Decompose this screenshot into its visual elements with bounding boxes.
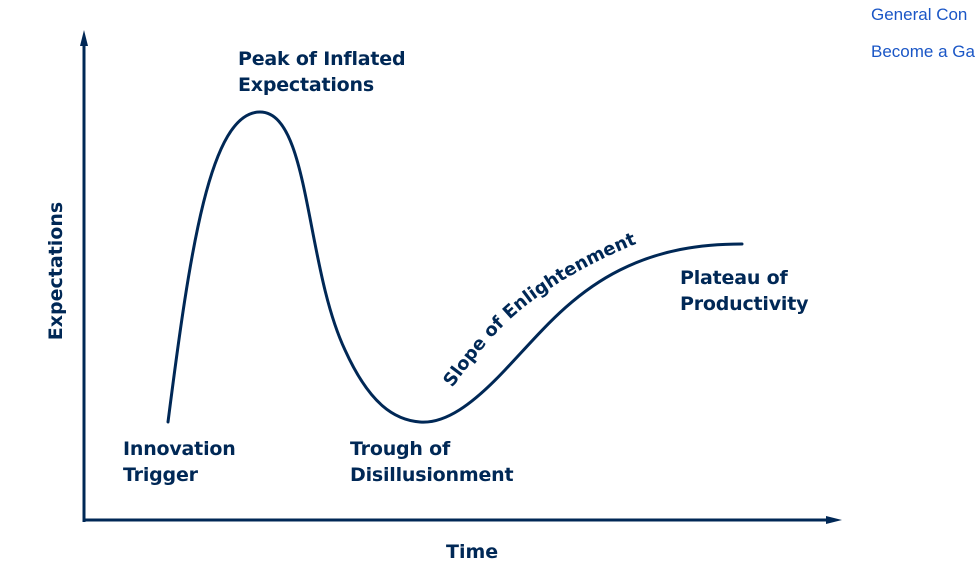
x-axis-label: Time (446, 541, 499, 563)
side-link-general-conference[interactable]: General Con (871, 5, 968, 24)
x-axis-arrowhead (826, 516, 842, 524)
trough-label-line-2: Disillusionment (350, 464, 514, 486)
plateau-label-line-1: Plateau of (680, 267, 788, 289)
trough-label-line-1: Trough of (350, 438, 451, 460)
hype-curve (166, 110, 744, 424)
peak-label-line-1: Peak of Inflated (238, 48, 406, 70)
peak-label-line-2: Expectations (238, 74, 374, 96)
slope-label-text: Slope of Enlightenment (439, 229, 639, 391)
innovation-label-line-2: Trigger (123, 464, 198, 486)
trough-of-disillusionment-label: Trough of Disillusionment (350, 436, 514, 488)
slope-of-enlightenment-label: Slope of Enlightenment (439, 229, 639, 391)
y-axis-label: Expectations (45, 201, 67, 341)
slope-text-path (452, 234, 660, 388)
plateau-label-line-2: Productivity (680, 293, 809, 315)
side-links: General Con Become a Ga (871, 4, 976, 78)
side-link-become-a[interactable]: Become a Ga (871, 42, 975, 61)
innovation-label-line-1: Innovation (123, 438, 236, 460)
y-axis-arrowhead (80, 30, 88, 46)
peak-of-inflated-expectations-label: Peak of Inflated Expectations (238, 46, 406, 98)
innovation-trigger-label: Innovation Trigger (123, 436, 236, 488)
plateau-of-productivity-label: Plateau of Productivity (680, 265, 809, 317)
